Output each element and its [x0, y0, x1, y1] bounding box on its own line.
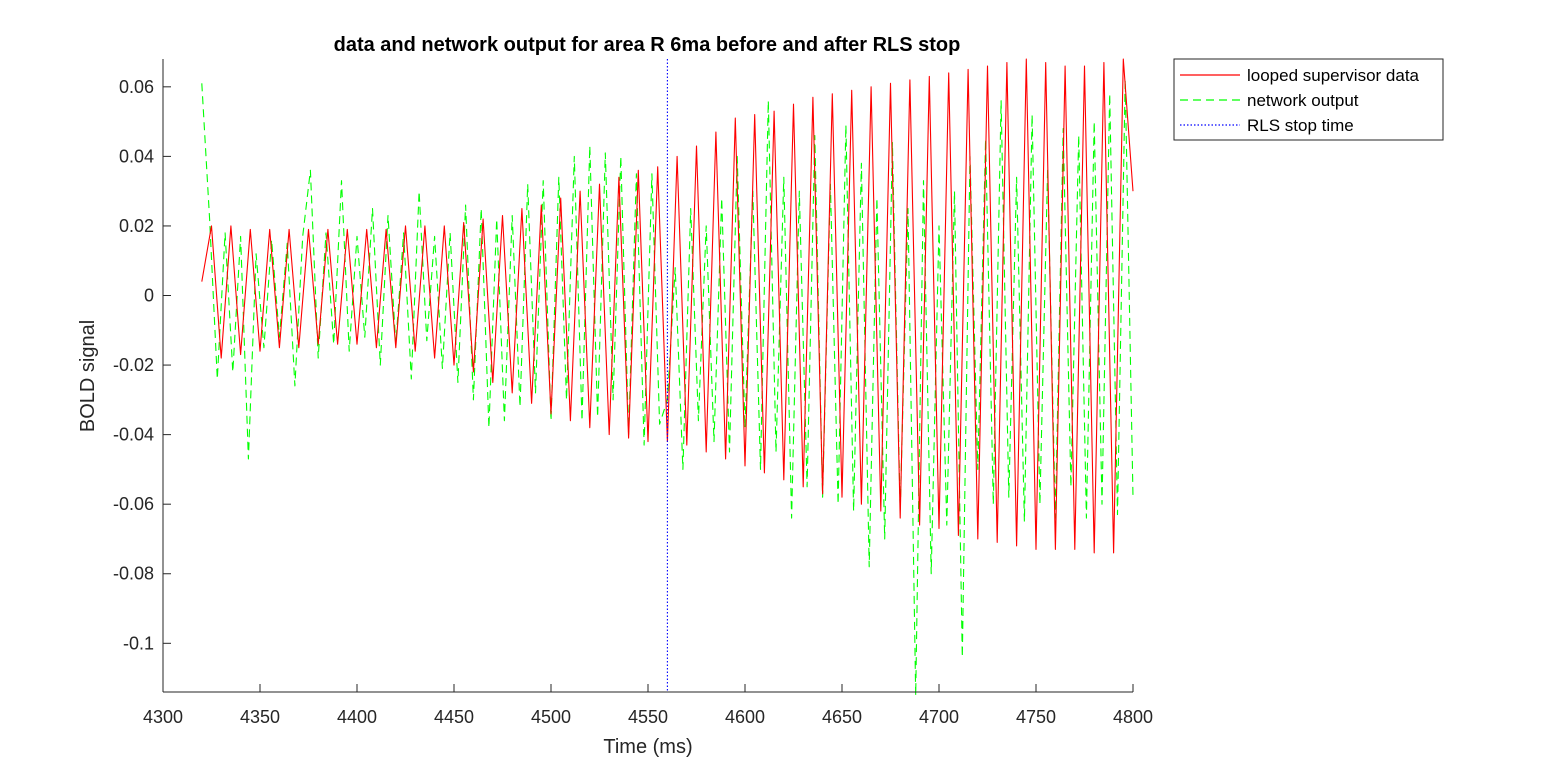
y-tick-label: 0.06: [119, 77, 154, 97]
series-layer: [201, 58, 1134, 697]
legend-label-rls: RLS stop time: [1247, 116, 1354, 135]
x-ticks: 4300 4350 4400 4450 4500 4550 4600 4650 4700 4750…: [143, 684, 1153, 727]
y-tick-label: 0.02: [119, 216, 154, 236]
y-ticks: 0.06 0.04 0.02 0 -0.02 -0.04 -0.06 -0.08 -0.1: [113, 77, 171, 653]
legend-label-supervisor: looped supervisor data: [1247, 66, 1420, 85]
x-tick-label: 4800: [1113, 707, 1153, 727]
plot-area: [163, 59, 1133, 692]
y-tick-label: -0.02: [113, 355, 154, 375]
y-tick-label: -0.08: [113, 564, 154, 584]
legend-box: [1173, 58, 1444, 141]
x-tick-label: 4750: [1016, 707, 1056, 727]
chart-title: data and network output for area R 6ma b…: [334, 34, 961, 56]
x-tick-label: 4700: [919, 707, 959, 727]
x-tick-label: 4650: [822, 707, 862, 727]
y-tick-label: -0.1: [123, 633, 154, 653]
x-tick-label: 4500: [531, 707, 571, 727]
y-tick-label: -0.04: [113, 425, 154, 445]
y-tick-label: 0: [144, 286, 154, 306]
y-axis-label: BOLD signal: [77, 320, 99, 432]
legend-label-network: network output: [1247, 91, 1359, 110]
y-tick-label: -0.06: [113, 494, 154, 514]
x-tick-label: 4300: [143, 707, 183, 727]
x-tick-label: 4550: [628, 707, 668, 727]
y-tick-label: 0.04: [119, 146, 154, 166]
x-axis-label: Time (ms): [603, 736, 692, 758]
x-tick-label: 4350: [240, 707, 280, 727]
x-tick-label: 4450: [434, 707, 474, 727]
legend: looped supervisor data network output RL…: [1173, 58, 1444, 141]
x-tick-label: 4400: [337, 707, 377, 727]
x-tick-label: 4600: [725, 707, 765, 727]
